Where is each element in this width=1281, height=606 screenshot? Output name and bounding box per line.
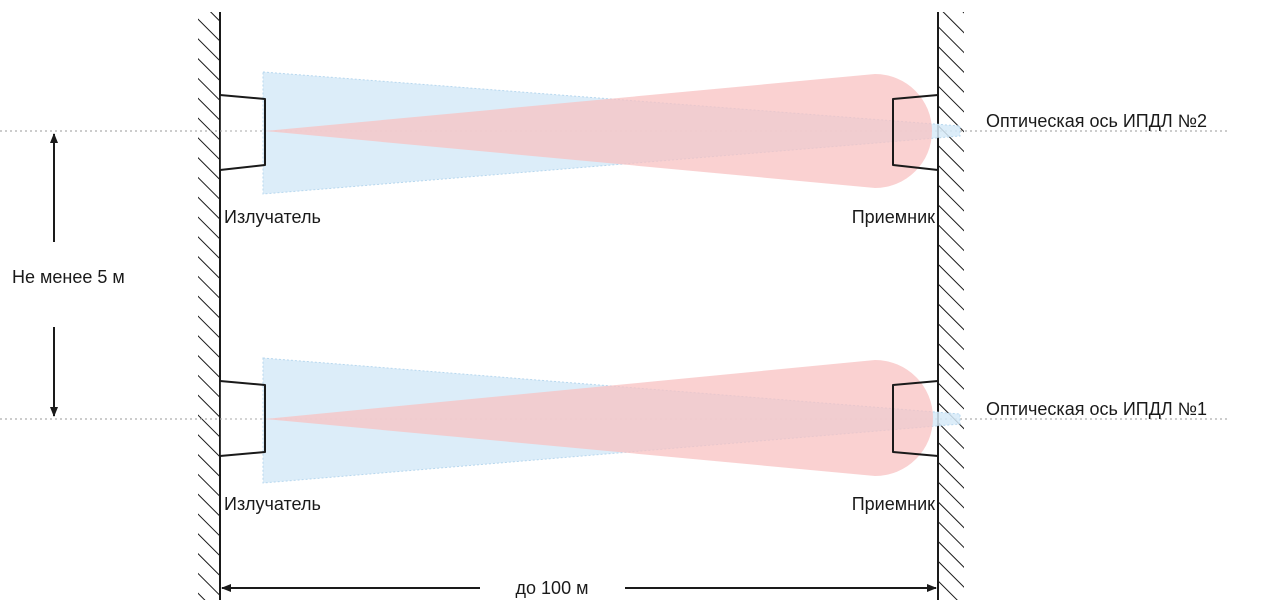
receiver-label-top: Приемник [852, 207, 935, 227]
receiver-device-top [892, 94, 939, 171]
receiver-beam-bottom [265, 360, 933, 476]
emitter-device-bottom [219, 380, 266, 457]
emitter-device-top [219, 94, 266, 171]
left-wall-hatch [198, 12, 220, 600]
receiver-device-bottom [892, 380, 939, 457]
emitter-label-bottom: Излучатель [224, 494, 321, 514]
receiver-beam-top [265, 74, 932, 188]
optical-axis-1-label: Оптическая ось ИПДЛ №1 [986, 399, 1207, 419]
emitter-label-top: Излучатель [224, 207, 321, 227]
spacing-label: Не менее 5 м [12, 267, 125, 287]
optical-axis-2-label: Оптическая ось ИПДЛ №2 [986, 111, 1207, 131]
receiver-label-bottom: Приемник [852, 494, 935, 514]
right-wall-hatch [938, 12, 964, 600]
distance-label: до 100 м [516, 578, 589, 598]
